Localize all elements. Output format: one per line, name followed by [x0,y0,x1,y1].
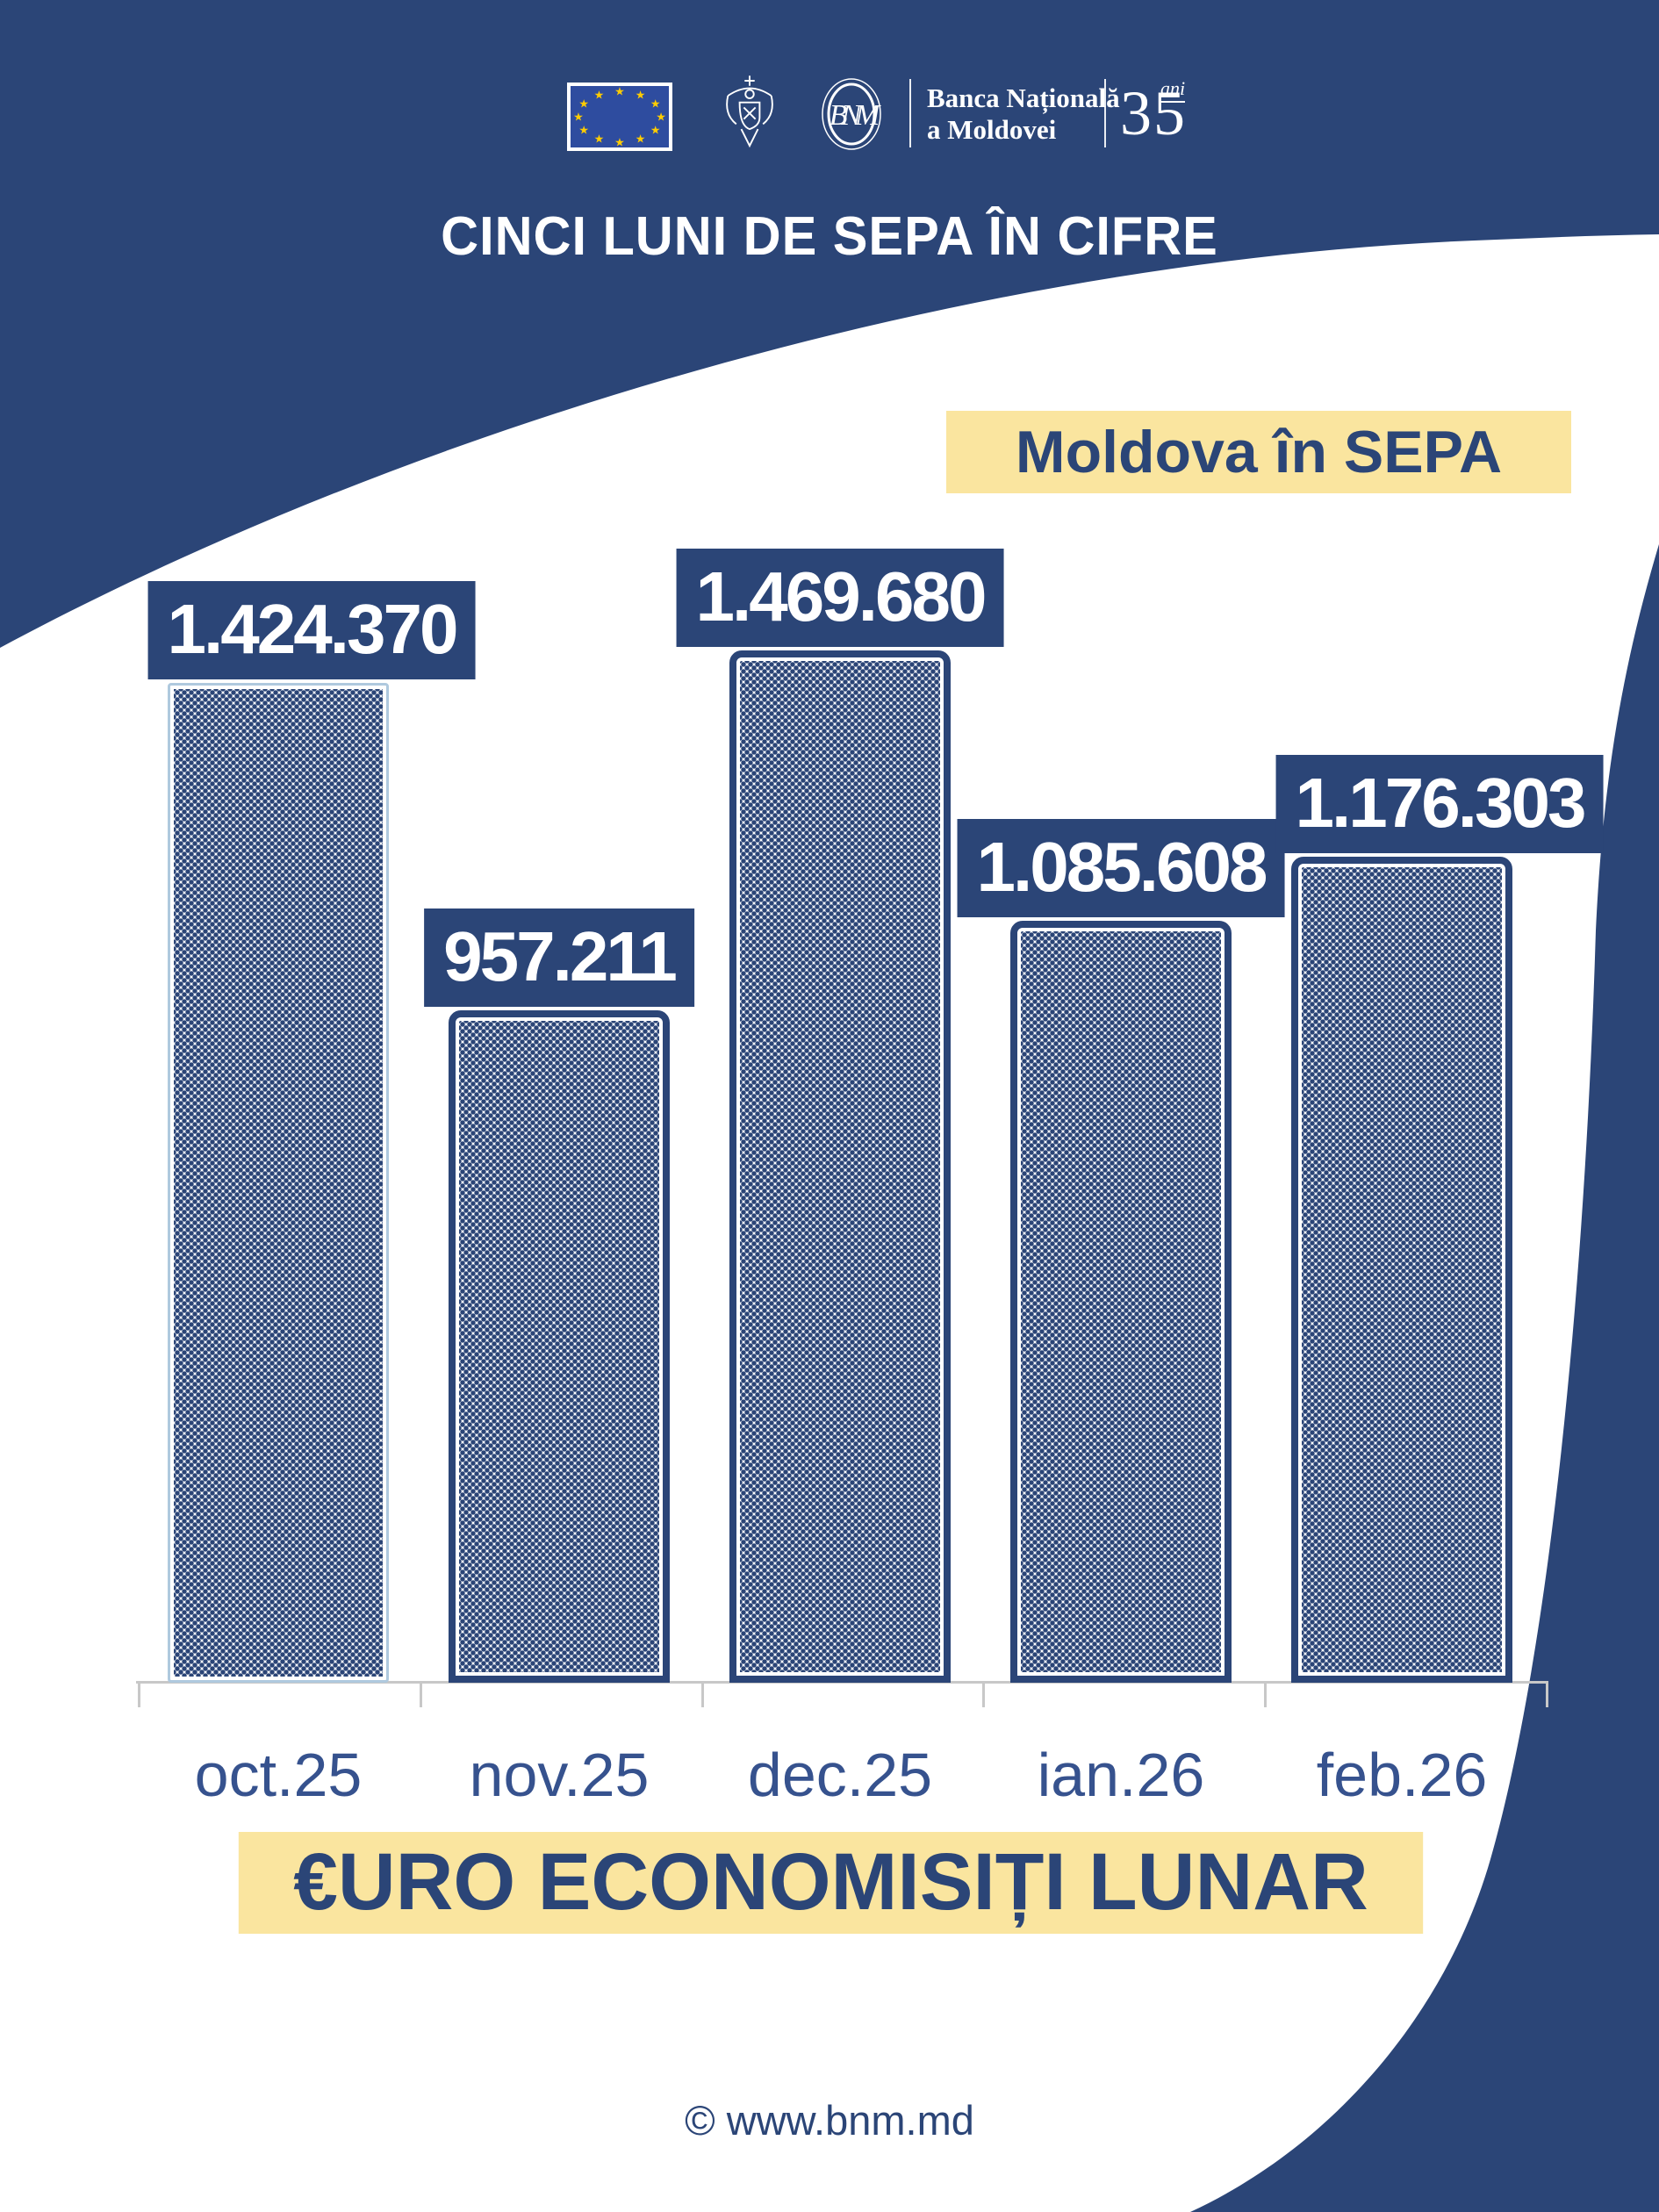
x-axis-category-label: ian.26 [1037,1741,1205,1809]
bnm-name-line2: a Moldovei [927,114,1057,145]
x-axis-tick [1546,1681,1548,1707]
anniversary-word: ani [1160,77,1186,103]
header-logo-strip: ★ ★ ★ ★ ★ ★ ★ ★ ★ ★ ★ ★ BNM Banca Națională a Moldo… [0,70,1659,158]
eu-star-icon: ★ [650,123,661,137]
x-axis-tick [419,1681,422,1707]
chart-title: Moldova în SEPA [946,411,1571,493]
eu-star-icon: ★ [578,97,590,111]
x-axis-category-label: feb.26 [1316,1741,1488,1809]
eu-star-icon: ★ [614,84,625,98]
eu-star-icon: ★ [593,88,605,102]
page-title: CINCI LUNI DE SEPA ÎN CIFRE [441,205,1218,267]
eu-star-icon: ★ [635,132,646,146]
bar-value-label: 1.424.370 [147,581,476,679]
bar-ian.26 [1010,921,1232,1683]
eu-star-icon: ★ [656,110,666,124]
x-axis-tick [1264,1681,1268,1707]
bottom-title: €URO ECONOMISIȚI LUNAR [238,1832,1424,1934]
logo-divider [1104,79,1106,147]
eu-star-icon: ★ [650,97,661,111]
bnm-bank-name: Banca Națională a Moldovei [927,83,1120,146]
eu-star-icon: ★ [614,135,625,149]
eu-star-icon: ★ [593,132,605,146]
eu-flag-icon: ★ ★ ★ ★ ★ ★ ★ ★ ★ ★ ★ ★ [567,83,672,151]
bnm-35-years-logo: 35 ani [1120,75,1187,151]
bnm-monogram-icon: BNM [822,78,887,150]
bnm-name-line1: Banca Națională [927,83,1120,113]
bar-value-label: 1.176.303 [1275,755,1604,853]
bar-oct.25 [168,683,389,1683]
eu-star-icon: ★ [578,123,590,137]
x-axis-tick [138,1681,140,1707]
eu-star-icon: ★ [573,110,584,124]
bar-nov.25 [449,1010,670,1683]
footer: © www.bnm.md [0,2096,1659,2144]
bar-feb.26 [1291,857,1512,1683]
x-axis-category-label: oct.25 [194,1741,363,1809]
anniversary-number: 35 [1120,78,1187,148]
x-axis-category-label: dec.25 [747,1741,933,1809]
x-axis-tick [700,1681,704,1707]
x-axis-category-label: nov.25 [469,1741,650,1809]
eu-star-icon: ★ [635,88,646,102]
footer-website-link[interactable]: © www.bnm.md [685,2097,974,2144]
bar-value-label: 1.469.680 [676,549,1004,647]
bar-value-label: 957.211 [424,908,694,1007]
x-axis-tick [982,1681,986,1707]
bar-dec.25 [729,650,951,1683]
bar-value-label: 1.085.608 [957,819,1285,917]
logo-divider [909,79,911,147]
moldova-coat-of-arms-icon [726,75,773,148]
